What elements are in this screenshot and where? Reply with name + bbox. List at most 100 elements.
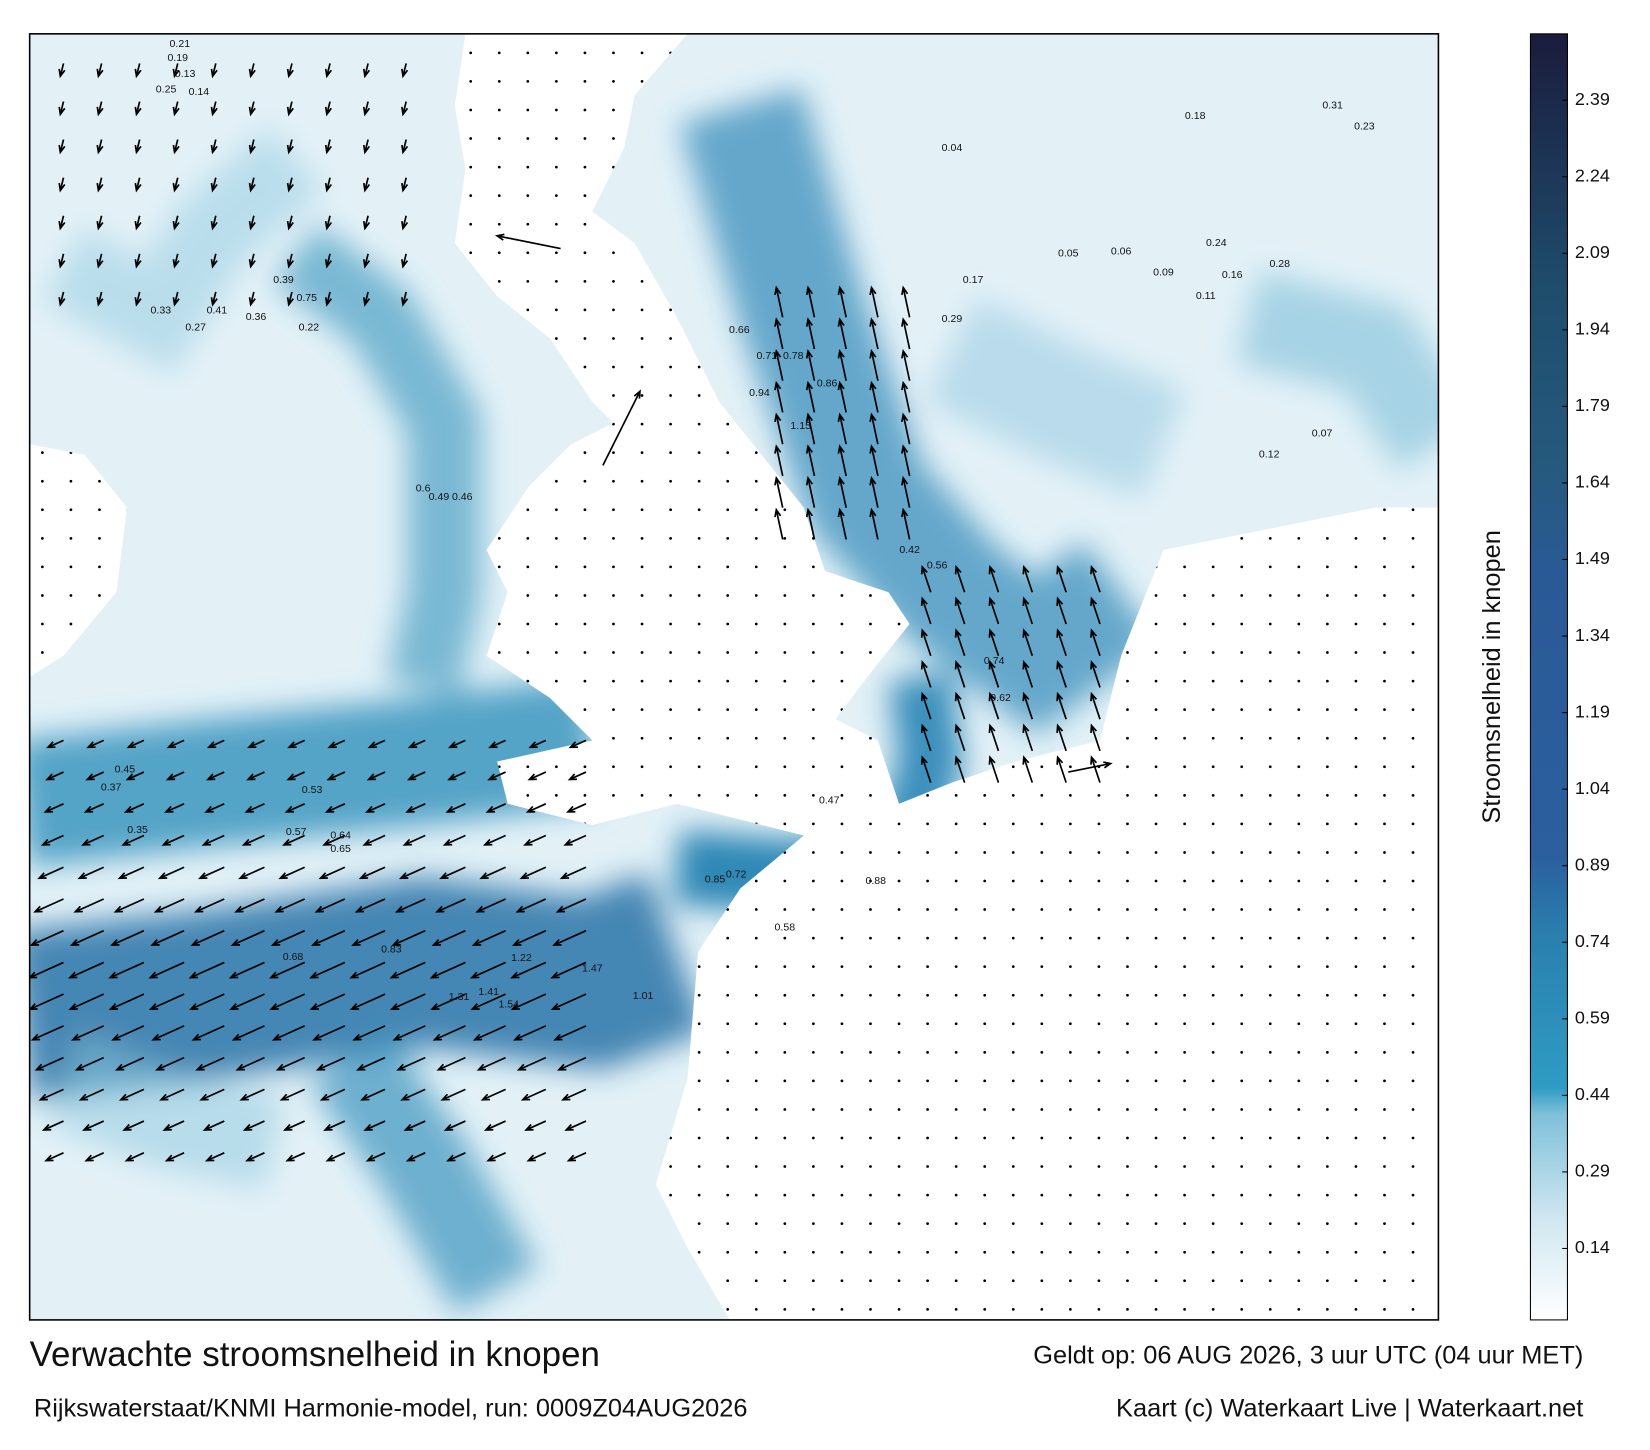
arrow <box>230 929 265 946</box>
grid-dot <box>1068 1165 1072 1168</box>
grid-dot <box>1411 993 1415 997</box>
arrow <box>362 834 386 846</box>
grid-dot <box>1411 1136 1415 1140</box>
grid-dot <box>754 451 758 455</box>
grid-dot <box>1383 708 1386 712</box>
grid-dot <box>526 108 530 112</box>
grid-dot <box>497 536 501 540</box>
grid-dot <box>811 936 815 940</box>
arrow <box>41 1120 64 1131</box>
arrow <box>362 63 371 79</box>
grid-dot <box>1240 1136 1244 1140</box>
grid-dot <box>1383 908 1386 911</box>
grid-dot <box>583 793 587 797</box>
arrow <box>362 253 371 269</box>
grid-dot <box>612 622 615 626</box>
grid-dot <box>754 793 758 797</box>
speed-label: 0.75 <box>296 292 317 304</box>
grid-dot <box>1268 1193 1272 1197</box>
grid-dot <box>1126 793 1129 797</box>
grid-dot <box>1354 908 1358 911</box>
grid-dot <box>1297 993 1301 997</box>
colorbar-tick-label: 1.34 <box>1575 625 1610 645</box>
map-frame <box>28 33 1440 1321</box>
speed-label: 0.39 <box>273 274 294 286</box>
grid-dot <box>1383 793 1386 797</box>
arrow <box>210 139 218 155</box>
arrow <box>362 101 371 117</box>
grid-dot <box>897 936 901 940</box>
grid-dot <box>726 508 730 512</box>
grid-dot <box>1325 1222 1329 1226</box>
arrow <box>774 507 784 540</box>
arrow <box>367 739 386 749</box>
grid-dot <box>1154 936 1158 940</box>
grid-dot <box>1383 1193 1386 1197</box>
arrow <box>920 723 932 752</box>
grid-dot <box>811 1136 815 1140</box>
arrow <box>153 898 185 913</box>
arrow <box>495 233 561 250</box>
speed-label: 0.14 <box>189 86 210 98</box>
grid-dot <box>754 936 758 940</box>
grid-dot <box>926 993 929 997</box>
arrow <box>204 803 225 813</box>
grid-dot <box>697 422 701 426</box>
grid-dot <box>783 1279 787 1283</box>
arrow <box>528 739 547 749</box>
grid-dot <box>1183 1108 1186 1111</box>
arrow <box>96 253 104 269</box>
grid-dot <box>669 365 672 369</box>
grid-dot <box>583 536 587 540</box>
grid-dot <box>869 1279 872 1283</box>
grid-dot <box>869 1250 872 1254</box>
arrow <box>483 1120 506 1131</box>
grid-dot <box>1040 1222 1044 1226</box>
grid-dot <box>583 194 587 198</box>
grid-dot <box>869 822 872 826</box>
grid-dot <box>98 479 101 483</box>
grid-dot <box>1011 1050 1015 1054</box>
arrow <box>282 1120 305 1131</box>
grid-dot <box>1211 822 1215 826</box>
arrow <box>134 291 142 307</box>
grid-dot <box>869 1165 872 1168</box>
grid-dot <box>583 165 587 169</box>
grid-dot <box>1154 822 1158 826</box>
grid-dot <box>69 508 73 512</box>
arrow <box>362 177 371 193</box>
arrow <box>286 101 294 117</box>
grid-dot <box>1011 879 1015 883</box>
grid-dot <box>697 365 701 369</box>
grid-dot <box>1126 736 1129 740</box>
arrow <box>172 253 180 269</box>
arrow <box>117 866 145 880</box>
grid-dot <box>554 622 558 626</box>
arrow <box>239 1088 265 1101</box>
grid-dot <box>697 1079 701 1083</box>
grid-dot <box>1211 993 1215 997</box>
grid-dot <box>1268 679 1272 683</box>
arrow <box>475 898 506 913</box>
arrow <box>96 101 104 117</box>
grid-dot <box>1154 1050 1158 1054</box>
grid-dot <box>1297 965 1301 969</box>
grid-dot <box>583 365 587 369</box>
colorbar-tick-label: 0.59 <box>1575 1008 1610 1028</box>
arrow <box>124 1152 145 1162</box>
grid-dot <box>1411 936 1415 940</box>
grid-dot <box>1211 908 1215 911</box>
grid-dot <box>1154 1079 1158 1083</box>
speed-label: 0.24 <box>1206 237 1227 249</box>
grid-dot <box>754 965 758 969</box>
grid-dot <box>526 194 530 198</box>
grid-dot <box>1240 679 1244 683</box>
arrow <box>356 1056 386 1071</box>
grid-dot <box>1297 651 1301 654</box>
grid-dot <box>1297 1165 1301 1168</box>
grid-dot <box>783 508 787 512</box>
arrow <box>523 834 547 846</box>
arrow <box>58 177 66 193</box>
grid-dot <box>1040 1250 1044 1254</box>
grid-dot <box>1297 1050 1301 1054</box>
